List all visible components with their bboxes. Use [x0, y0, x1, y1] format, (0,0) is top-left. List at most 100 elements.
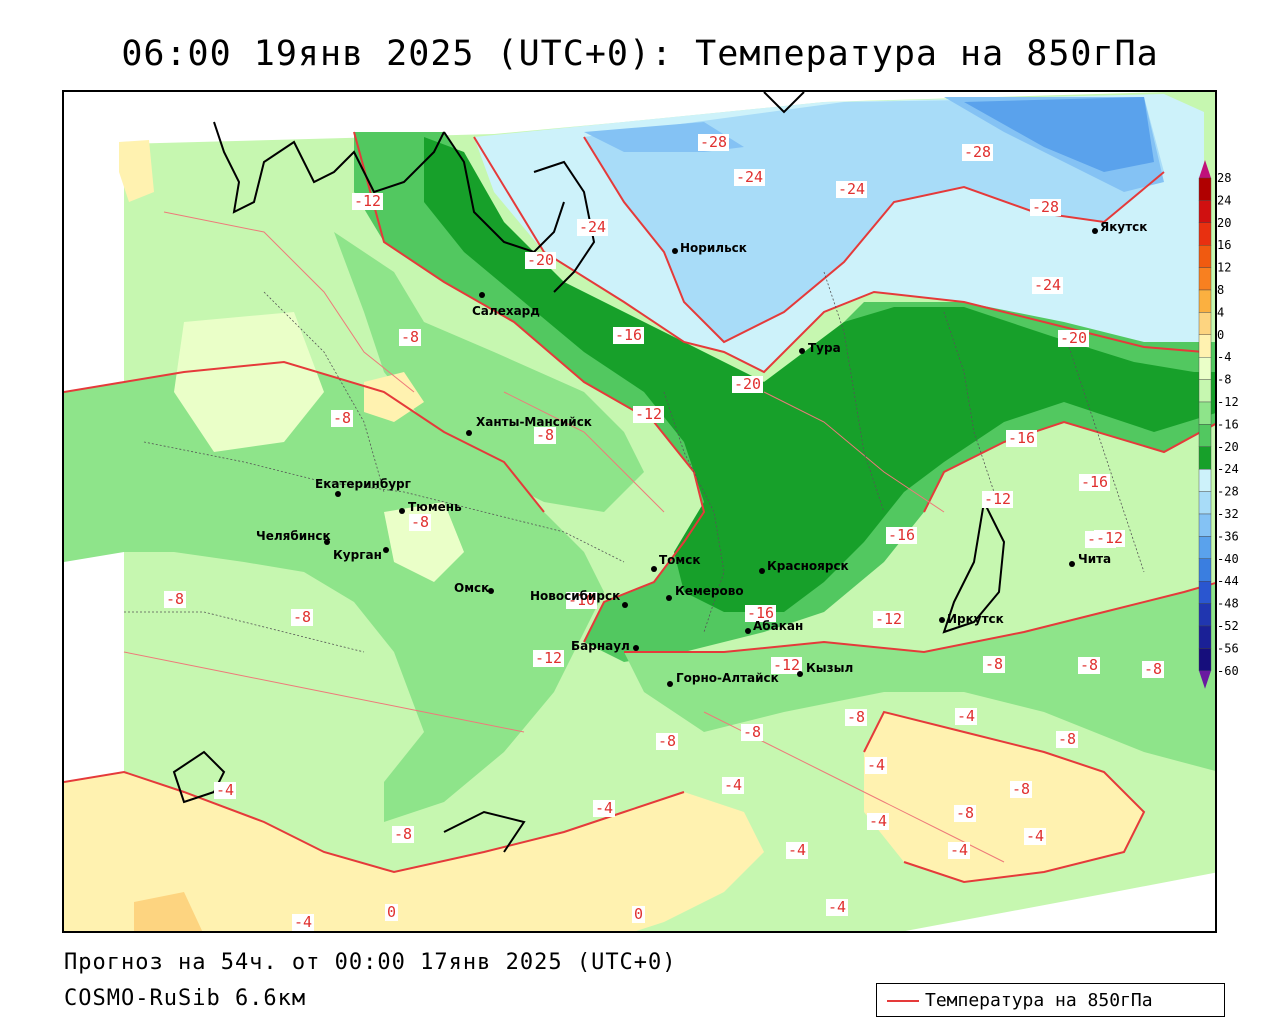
colorbar-segment [1198, 267, 1212, 291]
colorbar-tick-label: -44 [1217, 574, 1239, 588]
city-marker [324, 539, 330, 545]
isotherm-label: -12 [771, 656, 803, 674]
city-marker [633, 645, 639, 651]
isotherm-label: -8 [656, 732, 679, 750]
city-marker [939, 617, 945, 623]
colorbar-tick-label: 4 [1217, 305, 1224, 319]
city-marker [745, 628, 751, 634]
warm-south-east [864, 712, 1144, 882]
isotherm-label: -8 [1056, 730, 1079, 748]
colorbar-segment [1198, 558, 1212, 582]
colorbar-tick-label: 16 [1217, 238, 1231, 252]
map-canvas [64, 92, 1215, 931]
isotherm-label: -24 [734, 168, 766, 186]
admin-borders [124, 271, 1145, 653]
mid-green-east [624, 583, 1215, 771]
colorbar-tick-label: 12 [1217, 261, 1231, 275]
city-marker [651, 566, 657, 572]
city-label: Салехард [472, 304, 540, 318]
isotherm-label: -4 [722, 776, 745, 794]
city-label: Норильск [680, 241, 747, 255]
cold-region-mid [584, 97, 1164, 342]
colorbar-segment [1198, 244, 1212, 268]
isotherm-label: -12 [352, 192, 384, 210]
colorbar-tick-label: -8 [1217, 373, 1231, 387]
city-label: Новосибирск [530, 589, 621, 603]
city-label: Челябинск [256, 529, 331, 543]
city-label: Тюмень [408, 500, 462, 514]
city-label: Кемерово [675, 584, 744, 598]
colorbar-tick-label: -4 [1217, 350, 1231, 364]
isotherm-label: -8 [331, 409, 354, 427]
colorbar-segment [1198, 513, 1212, 537]
isotherm-label: -16 [1006, 429, 1038, 447]
legend: Температура на 850гПа [876, 983, 1225, 1017]
isotherm-label: -8 [291, 608, 314, 626]
isotherm-label: -8 [1010, 780, 1033, 798]
city-label: Якутск [1100, 220, 1148, 234]
city-label: Абакан [753, 619, 804, 633]
colorbar-tick-label: -28 [1217, 485, 1239, 499]
legend-line-swatch [887, 1000, 919, 1002]
warm-core [134, 892, 203, 931]
isotherm-label: -28 [962, 143, 994, 161]
city-marker [622, 602, 628, 608]
colorbar-tick-label: 8 [1217, 283, 1224, 297]
city-label: Горно-Алтайск [676, 671, 779, 685]
city-label: Иркутск [947, 612, 1004, 626]
colorbar-segment [1198, 446, 1212, 470]
colorbar-segment [1198, 625, 1212, 649]
city-marker [1069, 561, 1075, 567]
colorbar-tick-label: -24 [1217, 462, 1239, 476]
city-label: Курган [333, 548, 382, 562]
isotherm-label: -4 [214, 781, 237, 799]
forecast-info: Прогноз на 54ч. от 00:00 17янв 2025 (UTC… [64, 950, 677, 975]
isotherm-label: -12 [1094, 529, 1126, 547]
colorbar-tick-label: -40 [1217, 552, 1239, 566]
isotherm-label: -16 [745, 604, 777, 622]
isotherm-label: -8 [534, 426, 557, 444]
colorbar-segment [1198, 379, 1212, 403]
colorbar-tick-label: 0 [1217, 328, 1224, 342]
isotherm-label: -8 [409, 513, 432, 531]
mid-green-west [64, 362, 604, 822]
colorbar-tick-label: -56 [1217, 641, 1239, 655]
colorbar-segment [1198, 334, 1212, 358]
colorbar-segment [1198, 603, 1212, 627]
colorbar-segment [1198, 581, 1212, 604]
isotherm-label: -8 [1142, 660, 1165, 678]
isotherm-label: -8 [845, 708, 868, 726]
city-label: Екатеринбург [315, 477, 411, 491]
isotherm-label: 0 [385, 903, 399, 921]
colorbar-segment [1198, 222, 1212, 246]
colorbar-bottom-arrow [1199, 670, 1211, 689]
city-label: Тура [808, 341, 841, 355]
city-marker [488, 588, 494, 594]
city-marker [479, 292, 485, 298]
isotherm-label: -4 [292, 913, 315, 931]
isotherm-label: -16 [886, 526, 918, 544]
isotherm-label: -4 [955, 707, 978, 725]
colorbar-segment [1198, 289, 1212, 313]
colorbar-tick-label: -16 [1217, 417, 1239, 431]
city-label: Красноярск [767, 559, 849, 573]
isotherm-label: -28 [698, 133, 730, 151]
isotherm-label: -4 [593, 799, 616, 817]
isotherm-label: -8 [1078, 656, 1101, 674]
city-label: Чита [1078, 552, 1112, 566]
colorbar-segment [1198, 356, 1212, 380]
isotherm-label: -12 [633, 405, 665, 423]
city-marker [466, 430, 472, 436]
isotherm-label: -24 [836, 180, 868, 198]
isotherm-label: -8 [983, 655, 1006, 673]
isotherm-label: -24 [1032, 276, 1064, 294]
darkest-green-core [424, 137, 1215, 612]
warm-north-west [119, 140, 154, 202]
isotherm-label: -8 [741, 723, 764, 741]
isotherm-label: -8 [164, 590, 187, 608]
isotherm-label: -28 [1030, 198, 1062, 216]
legend-label: Температура на 850гПа [925, 990, 1153, 1011]
colorbar-tick-label: -60 [1217, 664, 1239, 678]
city-label: Кызыл [806, 661, 854, 675]
isotherm-label: -4 [786, 841, 809, 859]
